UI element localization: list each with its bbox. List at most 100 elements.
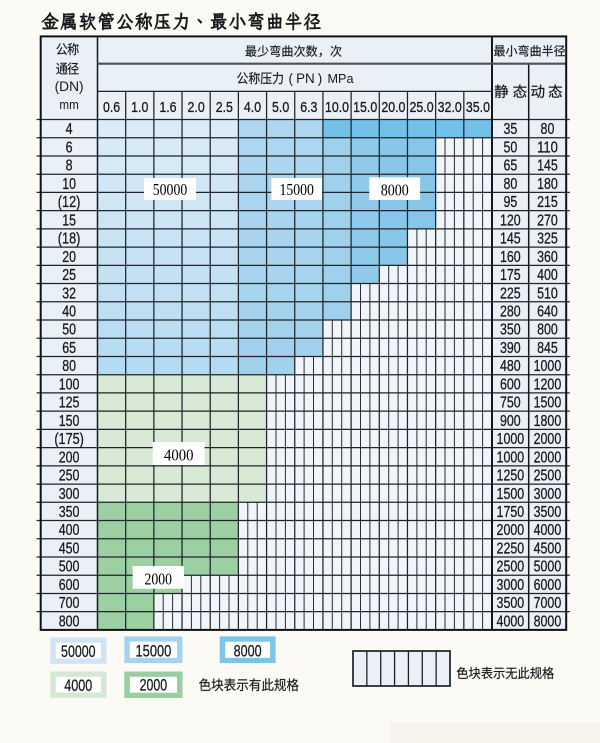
svg-text:8000: 8000 (234, 642, 262, 660)
svg-text:350: 350 (59, 504, 80, 521)
svg-text:(DN): (DN) (55, 79, 84, 94)
svg-text:215: 215 (537, 194, 558, 211)
svg-text:280: 280 (500, 304, 521, 321)
svg-text:(: ( (289, 71, 294, 86)
svg-text:325: 325 (537, 231, 558, 248)
svg-text:390: 390 (500, 340, 521, 357)
svg-text:600: 600 (500, 376, 521, 393)
svg-text:1500: 1500 (534, 395, 562, 412)
svg-text:MPa: MPa (328, 71, 355, 86)
svg-text:200: 200 (59, 449, 80, 466)
svg-text:845: 845 (537, 340, 558, 357)
svg-text:100: 100 (59, 376, 80, 393)
svg-text:25: 25 (62, 267, 76, 284)
svg-text:2000: 2000 (534, 449, 562, 466)
svg-text:50000: 50000 (61, 643, 96, 661)
svg-text:3500: 3500 (497, 595, 525, 612)
svg-text:10: 10 (62, 176, 76, 193)
svg-text:175: 175 (500, 267, 521, 284)
svg-text:800: 800 (537, 322, 558, 339)
svg-text:600: 600 (59, 577, 80, 594)
svg-text:120: 120 (500, 212, 521, 229)
svg-text:800: 800 (59, 613, 80, 630)
svg-text:50: 50 (503, 139, 517, 156)
svg-text:1800: 1800 (534, 413, 562, 430)
svg-text:50: 50 (62, 322, 76, 339)
svg-text:1000: 1000 (497, 431, 525, 448)
svg-text:65: 65 (62, 340, 76, 357)
svg-text:6000: 6000 (534, 577, 562, 594)
svg-text:PN: PN (296, 71, 315, 86)
svg-text:15.0: 15.0 (353, 99, 377, 116)
svg-text:20.0: 20.0 (381, 99, 405, 116)
svg-text:1000: 1000 (534, 358, 562, 375)
svg-text:145: 145 (500, 231, 521, 248)
svg-text:10.0: 10.0 (325, 99, 349, 116)
svg-text:2000: 2000 (534, 431, 562, 448)
svg-text:450: 450 (59, 540, 80, 557)
svg-text:(175): (175) (54, 431, 84, 448)
svg-text:15: 15 (62, 212, 76, 229)
svg-text:8000: 8000 (534, 613, 562, 630)
svg-text:4.0: 4.0 (244, 99, 261, 116)
svg-text:95: 95 (503, 194, 517, 211)
svg-text:1500: 1500 (497, 486, 525, 503)
svg-text:250: 250 (59, 468, 80, 485)
svg-text:20: 20 (62, 249, 76, 266)
svg-text:1.6: 1.6 (159, 99, 176, 116)
svg-text:(18): (18) (58, 231, 81, 248)
svg-text:1000: 1000 (497, 449, 525, 466)
svg-text:6.3: 6.3 (300, 99, 317, 116)
svg-text:350: 350 (500, 322, 521, 339)
svg-text:2.5: 2.5 (216, 99, 233, 116)
svg-text:4000: 4000 (164, 445, 194, 464)
svg-text:35: 35 (503, 121, 517, 138)
svg-text:25.0: 25.0 (410, 99, 434, 116)
svg-text:5.0: 5.0 (272, 99, 289, 116)
svg-text:32.0: 32.0 (438, 99, 462, 116)
svg-text:2000: 2000 (140, 676, 168, 694)
svg-text:110: 110 (537, 139, 558, 156)
svg-text:(12): (12) (58, 194, 81, 211)
svg-text:4000: 4000 (64, 677, 92, 695)
svg-text:2.0: 2.0 (188, 99, 205, 116)
svg-text:80: 80 (62, 358, 76, 375)
svg-text:2500: 2500 (534, 468, 562, 485)
svg-text:50000: 50000 (153, 180, 188, 199)
svg-text:80: 80 (503, 176, 517, 193)
svg-text:160: 160 (500, 249, 521, 266)
svg-text:1200: 1200 (534, 376, 562, 393)
svg-text:2250: 2250 (497, 540, 525, 557)
svg-text:15000: 15000 (279, 180, 314, 199)
svg-text:3000: 3000 (534, 486, 562, 503)
svg-text:40: 40 (62, 304, 76, 321)
svg-text:4500: 4500 (534, 540, 562, 557)
svg-text:): ) (318, 71, 322, 86)
svg-text:145: 145 (537, 158, 558, 175)
svg-text:3500: 3500 (534, 504, 562, 521)
svg-text:750: 750 (500, 395, 521, 412)
svg-text:270: 270 (537, 212, 558, 229)
svg-text:mm: mm (59, 98, 78, 112)
svg-text:2000: 2000 (145, 569, 173, 588)
svg-text:1750: 1750 (497, 504, 525, 521)
svg-text:500: 500 (59, 559, 80, 576)
svg-text:1250: 1250 (497, 468, 525, 485)
svg-text:3000: 3000 (497, 577, 525, 594)
svg-text:5000: 5000 (534, 559, 562, 576)
svg-text:4000: 4000 (534, 522, 562, 539)
svg-text:400: 400 (59, 522, 80, 539)
svg-text:1.0: 1.0 (131, 99, 148, 116)
svg-text:900: 900 (500, 413, 521, 430)
svg-text:180: 180 (537, 176, 558, 193)
svg-text:15000: 15000 (136, 642, 172, 660)
svg-text:510: 510 (537, 285, 558, 302)
svg-text:360: 360 (537, 249, 558, 266)
svg-text:35.0: 35.0 (466, 99, 490, 116)
svg-text:32: 32 (62, 285, 76, 302)
svg-text:225: 225 (500, 285, 521, 302)
svg-text:6: 6 (66, 139, 73, 156)
svg-text:150: 150 (59, 413, 80, 430)
svg-text:700: 700 (59, 595, 80, 612)
svg-text:480: 480 (500, 358, 521, 375)
